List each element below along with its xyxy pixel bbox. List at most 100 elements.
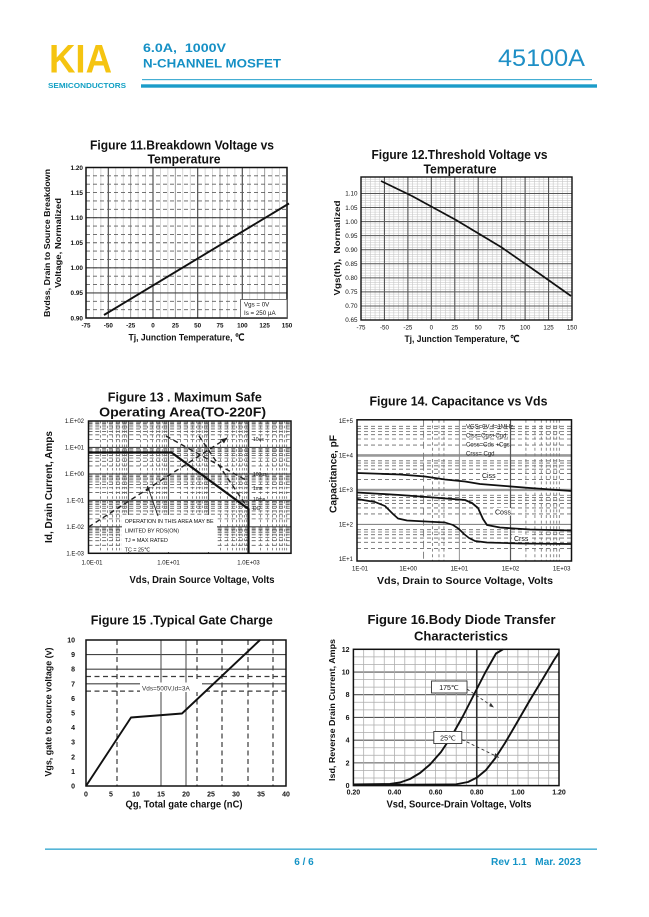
svg-text:8: 8 xyxy=(71,667,75,674)
svg-text:Vsd, Source-Drain Voltage, Vol: Vsd, Source-Drain Voltage, Volts xyxy=(387,799,532,811)
svg-text:-75: -75 xyxy=(357,325,367,332)
svg-text:1.15: 1.15 xyxy=(71,190,84,197)
svg-text:Figure 15 .Typical Gate Charge: Figure 15 .Typical Gate Charge xyxy=(91,614,273,628)
svg-text:75: 75 xyxy=(498,325,505,332)
svg-text:10: 10 xyxy=(67,638,75,645)
svg-text:1.0E+01: 1.0E+01 xyxy=(157,561,180,567)
svg-text:Vgs, gate to source voltage (v: Vgs, gate to source voltage (v) xyxy=(44,647,54,776)
svg-text:5: 5 xyxy=(109,792,113,799)
svg-text:1.10: 1.10 xyxy=(345,191,358,198)
svg-text:45100A: 45100A xyxy=(498,45,586,72)
svg-text:6: 6 xyxy=(346,715,350,722)
svg-text:5: 5 xyxy=(71,711,75,718)
svg-text:0.65: 0.65 xyxy=(345,317,358,324)
svg-text:35: 35 xyxy=(257,792,265,799)
svg-text:Coss=Cds +Cgs,: Coss=Cds +Cgs, xyxy=(466,443,512,449)
svg-text:-25: -25 xyxy=(403,325,413,332)
svg-text:1: 1 xyxy=(71,769,75,776)
svg-text:8: 8 xyxy=(346,692,350,699)
svg-text:25℃: 25℃ xyxy=(440,736,456,743)
svg-text:TJ = MAX RATED: TJ = MAX RATED xyxy=(125,538,168,544)
svg-text:0.60: 0.60 xyxy=(429,790,443,797)
svg-text:TC = 25℃: TC = 25℃ xyxy=(125,547,150,553)
svg-text:3: 3 xyxy=(71,740,75,747)
svg-text:0.20: 0.20 xyxy=(347,790,361,797)
svg-text:25: 25 xyxy=(451,325,458,332)
svg-text:9: 9 xyxy=(71,652,75,659)
svg-text:0: 0 xyxy=(430,325,434,332)
svg-text:6.0A, 1000V: 6.0A, 1000V xyxy=(143,41,226,55)
svg-text:Capacitance, pF: Capacitance, pF xyxy=(329,435,340,513)
svg-text:1.00: 1.00 xyxy=(71,265,84,272)
svg-text:0.80: 0.80 xyxy=(345,275,358,282)
svg-text:Rev 1.1 Mar. 2023: Rev 1.1 Mar. 2023 xyxy=(491,857,581,868)
svg-text:1E-01: 1E-01 xyxy=(352,567,369,573)
svg-text:Figure 14. Capacitance vs Vds: Figure 14. Capacitance vs Vds xyxy=(370,395,548,409)
svg-text:Is = 250 µA: Is = 250 µA xyxy=(244,310,276,317)
svg-text:40: 40 xyxy=(282,792,290,799)
svg-text:0: 0 xyxy=(346,783,350,790)
svg-text:SEMICONDUCTORS: SEMICONDUCTORS xyxy=(48,81,126,90)
svg-text:1E+1: 1E+1 xyxy=(339,557,354,563)
svg-text:Vgs(th), Normalized: Vgs(th), Normalized xyxy=(332,201,342,296)
svg-text:0: 0 xyxy=(151,323,155,330)
svg-text:0.90: 0.90 xyxy=(71,315,84,322)
svg-text:50: 50 xyxy=(194,323,202,330)
svg-text:25: 25 xyxy=(207,792,215,799)
svg-text:LIMITED BY RDS(ON): LIMITED BY RDS(ON) xyxy=(125,529,180,535)
svg-text:Voltage, Normalized: Voltage, Normalized xyxy=(54,198,63,288)
svg-text:25: 25 xyxy=(172,323,180,330)
svg-text:10ms: 10ms xyxy=(253,497,266,503)
svg-text:0: 0 xyxy=(71,784,75,791)
svg-text:1.0E+03: 1.0E+03 xyxy=(237,561,260,567)
svg-text:1.05: 1.05 xyxy=(345,205,358,212)
svg-text:1E+2: 1E+2 xyxy=(339,523,354,529)
svg-text:0.95: 0.95 xyxy=(71,290,84,297)
svg-text:4: 4 xyxy=(346,738,350,745)
svg-text:Vds=500V,Id=3A: Vds=500V,Id=3A xyxy=(142,686,190,693)
svg-text:Figure 13 . Maximum Safe: Figure 13 . Maximum Safe xyxy=(108,390,262,404)
svg-text:Qg, Total gate charge (nC): Qg, Total gate charge (nC) xyxy=(126,799,243,811)
svg-text:Ciss: Ciss xyxy=(482,473,496,480)
svg-text:150: 150 xyxy=(282,323,293,330)
svg-text:1.E-03: 1.E-03 xyxy=(66,552,84,558)
svg-text:1E+03: 1E+03 xyxy=(553,567,571,573)
svg-text:2: 2 xyxy=(346,760,350,767)
svg-text:Coss: Coss xyxy=(495,510,511,517)
svg-text:1.05: 1.05 xyxy=(71,240,84,247)
svg-text:0.80: 0.80 xyxy=(470,790,484,797)
svg-text:1.E+02: 1.E+02 xyxy=(65,419,85,425)
svg-text:0.95: 0.95 xyxy=(345,233,358,240)
svg-text:10us: 10us xyxy=(253,437,264,443)
svg-text:1E+5: 1E+5 xyxy=(339,419,354,425)
svg-text:Bvdss, Drain to Source Breakdo: Bvdss, Drain to Source Breakdown xyxy=(43,169,52,317)
svg-text:OPERATION IN THIS AREA MAY BE: OPERATION IN THIS AREA MAY BE xyxy=(125,519,214,525)
svg-text:100us: 100us xyxy=(253,472,267,478)
svg-text:1E+3: 1E+3 xyxy=(339,488,354,494)
svg-text:0.40: 0.40 xyxy=(388,790,402,797)
svg-text:Crss= Cgd: Crss= Cgd xyxy=(466,452,495,458)
svg-text:Vds, Drain to Source Voltage,: Vds, Drain to Source Voltage, Volts xyxy=(377,575,553,587)
svg-text:Figure 11.Breakdown Voltage vs: Figure 11.Breakdown Voltage vs xyxy=(90,139,274,153)
svg-text:1.E-02: 1.E-02 xyxy=(66,525,84,531)
svg-text:15: 15 xyxy=(157,792,165,799)
svg-text:7: 7 xyxy=(71,681,75,688)
svg-text:DC: DC xyxy=(253,506,261,512)
svg-text:0.75: 0.75 xyxy=(345,289,358,296)
svg-text:0.90: 0.90 xyxy=(345,247,358,254)
svg-text:0.85: 0.85 xyxy=(345,261,358,268)
svg-text:-50: -50 xyxy=(380,325,390,332)
svg-text:Figure 16.Body Diode Transfer: Figure 16.Body Diode Transfer xyxy=(368,613,556,627)
svg-text:6 / 6: 6 / 6 xyxy=(294,857,314,868)
svg-text:KIA: KIA xyxy=(49,38,112,82)
svg-text:1.00: 1.00 xyxy=(511,790,525,797)
svg-text:20: 20 xyxy=(182,792,190,799)
svg-text:1.E+01: 1.E+01 xyxy=(65,446,85,452)
svg-text:0.70: 0.70 xyxy=(345,303,358,310)
svg-text:75: 75 xyxy=(216,323,224,330)
svg-text:1.0E-01: 1.0E-01 xyxy=(81,561,103,567)
svg-text:1.00: 1.00 xyxy=(345,219,358,226)
svg-text:N-CHANNEL MOSFET: N-CHANNEL MOSFET xyxy=(143,57,282,71)
svg-text:Characteristics: Characteristics xyxy=(414,630,508,644)
svg-text:100: 100 xyxy=(520,325,531,332)
